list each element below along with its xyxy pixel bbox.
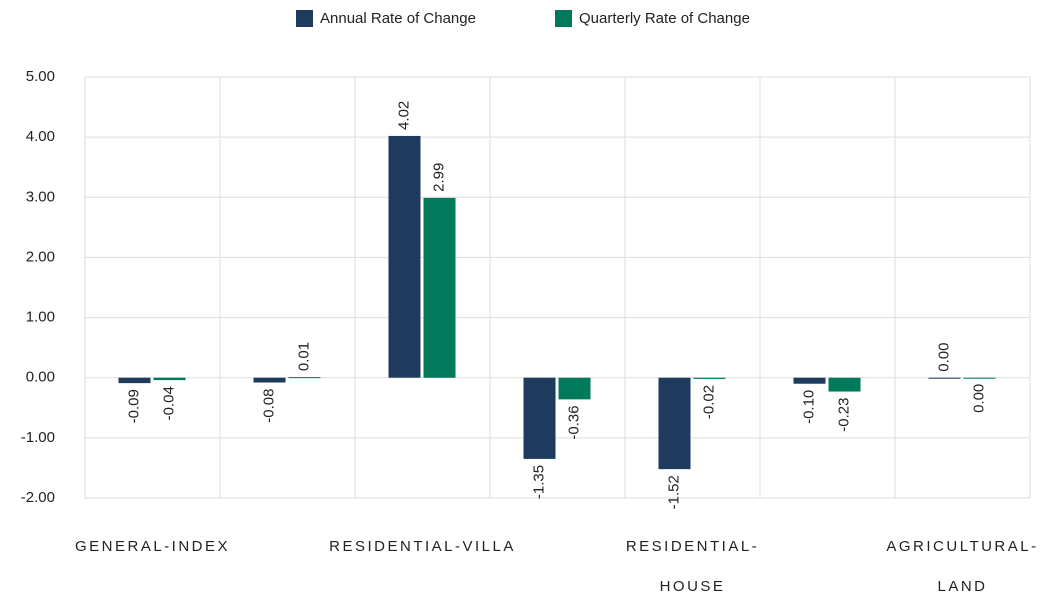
bar <box>153 377 186 381</box>
data-label: 0.00 <box>935 343 952 372</box>
data-label: -1.35 <box>530 465 547 499</box>
data-label: -0.36 <box>565 405 582 439</box>
data-label: 2.99 <box>430 163 447 192</box>
x-tick-label: AGRICULTURAL-LAND <box>886 538 1039 595</box>
y-tick-label: -1.00 <box>21 429 55 446</box>
bar <box>658 377 691 470</box>
y-tick-label: 5.00 <box>26 68 55 85</box>
bar <box>423 197 456 378</box>
y-tick-label: 2.00 <box>26 248 55 265</box>
data-label: 0.00 <box>970 384 987 413</box>
data-label: -0.23 <box>835 398 852 432</box>
legend-swatch <box>296 10 313 27</box>
bar <box>963 377 996 379</box>
data-label: 4.02 <box>395 101 412 130</box>
y-tick-label: 3.00 <box>26 188 55 205</box>
bar <box>558 377 591 400</box>
legend-label: Quarterly Rate of Change <box>579 10 750 27</box>
bar <box>693 377 726 379</box>
data-label: -0.04 <box>160 386 177 420</box>
y-tick-label: 4.00 <box>26 128 55 145</box>
bar <box>288 377 321 379</box>
data-label: -0.02 <box>700 385 717 419</box>
data-label: -0.09 <box>125 389 142 423</box>
legend-label: Annual Rate of Change <box>320 10 476 27</box>
data-label: 0.01 <box>295 342 312 371</box>
bar <box>793 377 826 384</box>
x-tick-label: GENERAL-INDEX <box>74 538 231 555</box>
y-tick-label: 1.00 <box>26 309 55 326</box>
x-tick-label: RESIDENTIAL-VILLA <box>329 538 516 555</box>
y-tick-label: -2.00 <box>21 489 55 506</box>
bar <box>388 135 421 378</box>
legend-swatch <box>555 10 572 27</box>
bar <box>253 377 286 383</box>
x-tick-label: RESIDENTIAL-HOUSE <box>625 538 760 595</box>
bar <box>928 377 961 379</box>
bar <box>523 377 556 459</box>
data-label: -1.52 <box>665 475 682 509</box>
y-tick-label: 0.00 <box>26 369 55 386</box>
bar <box>118 377 151 384</box>
bar <box>828 377 861 392</box>
data-label: -0.08 <box>260 389 277 423</box>
data-label: -0.10 <box>800 390 817 424</box>
